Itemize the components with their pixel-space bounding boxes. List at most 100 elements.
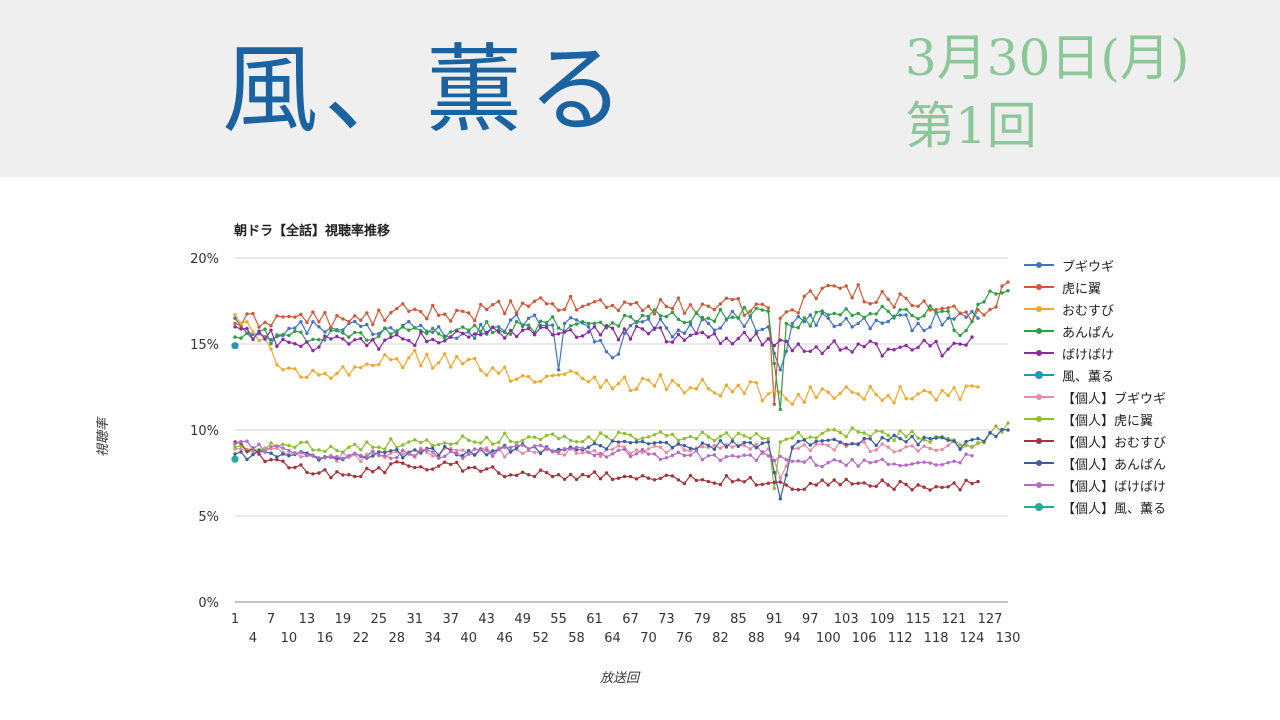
- x-tick-label: 7: [267, 612, 275, 627]
- legend-item[interactable]: 【個人】ばけばけ: [1024, 474, 1274, 496]
- data-point: [658, 440, 663, 444]
- legend-label: おむすび: [1062, 303, 1115, 319]
- data-point: [269, 441, 273, 445]
- data-point: [760, 399, 764, 403]
- data-point: [532, 435, 537, 439]
- data-point: [508, 445, 513, 450]
- data-point: [514, 334, 519, 339]
- data-point: [592, 470, 597, 474]
- legend-item[interactable]: ばけばけ: [1024, 342, 1274, 364]
- data-point: [664, 340, 669, 344]
- x-tick-label: 106: [852, 631, 877, 646]
- data-point: [640, 313, 645, 318]
- data-point: [910, 303, 914, 308]
- legend-item[interactable]: あんぱん: [1024, 320, 1274, 342]
- data-point: [724, 383, 729, 387]
- data-point: [742, 330, 746, 335]
- data-point: [538, 319, 543, 323]
- legend-item[interactable]: 風、薫る: [1024, 364, 1274, 386]
- data-point: [766, 436, 770, 441]
- data-point: [952, 459, 956, 463]
- data-point: [634, 387, 639, 391]
- data-point: [437, 453, 441, 458]
- legend-item[interactable]: 【個人】風、薫る: [1024, 496, 1274, 518]
- x-tick-label: 103: [834, 612, 859, 627]
- data-point: [383, 353, 387, 357]
- data-point: [263, 320, 267, 324]
- x-axis-label: 放送回: [600, 671, 640, 686]
- data-point: [628, 474, 633, 479]
- data-point: [413, 465, 417, 470]
- data-point: [526, 435, 531, 439]
- legend-item[interactable]: 【個人】あんぱん: [1024, 452, 1274, 474]
- data-point: [748, 447, 752, 451]
- data-point: [550, 333, 555, 337]
- x-tick-label: 97: [802, 612, 819, 627]
- data-point: [311, 337, 315, 341]
- data-point: [562, 477, 567, 481]
- data-point: [508, 328, 513, 333]
- data-point: [592, 325, 597, 329]
- data-point: [299, 375, 303, 379]
- data-point: [503, 431, 507, 435]
- data-point: [922, 299, 926, 303]
- data-point: [425, 450, 429, 454]
- data-point: [814, 439, 818, 444]
- data-point: [772, 459, 776, 463]
- data-point: [910, 348, 914, 352]
- data-point: [682, 453, 687, 458]
- data-point: [389, 451, 393, 455]
- legend-item[interactable]: 【個人】虎に翼: [1024, 408, 1274, 430]
- legend-item[interactable]: 虎に翼: [1024, 276, 1274, 298]
- legend-item[interactable]: 【個人】おむすび: [1024, 430, 1274, 452]
- data-point: [826, 438, 830, 442]
- data-point: [838, 313, 842, 317]
- data-point: [305, 340, 309, 344]
- data-point: [670, 445, 675, 450]
- data-point: [934, 463, 938, 467]
- data-point: [443, 312, 447, 316]
- data-point: [568, 369, 573, 373]
- data-point: [640, 320, 645, 324]
- data-point: [664, 326, 669, 330]
- data-point: [784, 483, 788, 487]
- data-point: [820, 286, 824, 290]
- data-point: [401, 302, 405, 306]
- legend-item[interactable]: ブギウギ: [1024, 254, 1274, 276]
- data-point: [790, 436, 794, 440]
- data-point: [922, 328, 926, 333]
- legend-item[interactable]: おむすび: [1024, 298, 1274, 320]
- data-point: [371, 454, 375, 458]
- data-point: [359, 365, 363, 370]
- data-point: [784, 349, 788, 353]
- data-point: [814, 310, 818, 314]
- data-point: [730, 309, 735, 314]
- data-point: [461, 362, 465, 366]
- data-point: [1006, 289, 1010, 293]
- data-point: [628, 451, 633, 456]
- data-point: [401, 337, 405, 341]
- data-point: [485, 435, 489, 440]
- data-point: [928, 304, 932, 308]
- legend-swatch: [1024, 303, 1054, 315]
- data-point: [826, 313, 830, 317]
- data-point: [640, 439, 645, 444]
- data-point: [347, 335, 351, 339]
- legend-item[interactable]: 【個人】ブギウギ: [1024, 386, 1274, 408]
- data-point: [568, 328, 573, 332]
- data-point: [964, 443, 968, 447]
- data-point: [437, 313, 441, 317]
- data-point: [323, 449, 327, 454]
- data-point: [808, 313, 812, 317]
- data-point: [407, 356, 411, 360]
- data-point: [928, 344, 932, 348]
- data-point: [868, 434, 872, 439]
- data-point: [1006, 428, 1010, 432]
- data-point: [353, 442, 357, 447]
- data-point: [425, 339, 429, 344]
- data-point: [688, 473, 693, 478]
- data-point: [598, 444, 603, 448]
- data-point: [766, 337, 770, 341]
- data-point: [425, 448, 429, 452]
